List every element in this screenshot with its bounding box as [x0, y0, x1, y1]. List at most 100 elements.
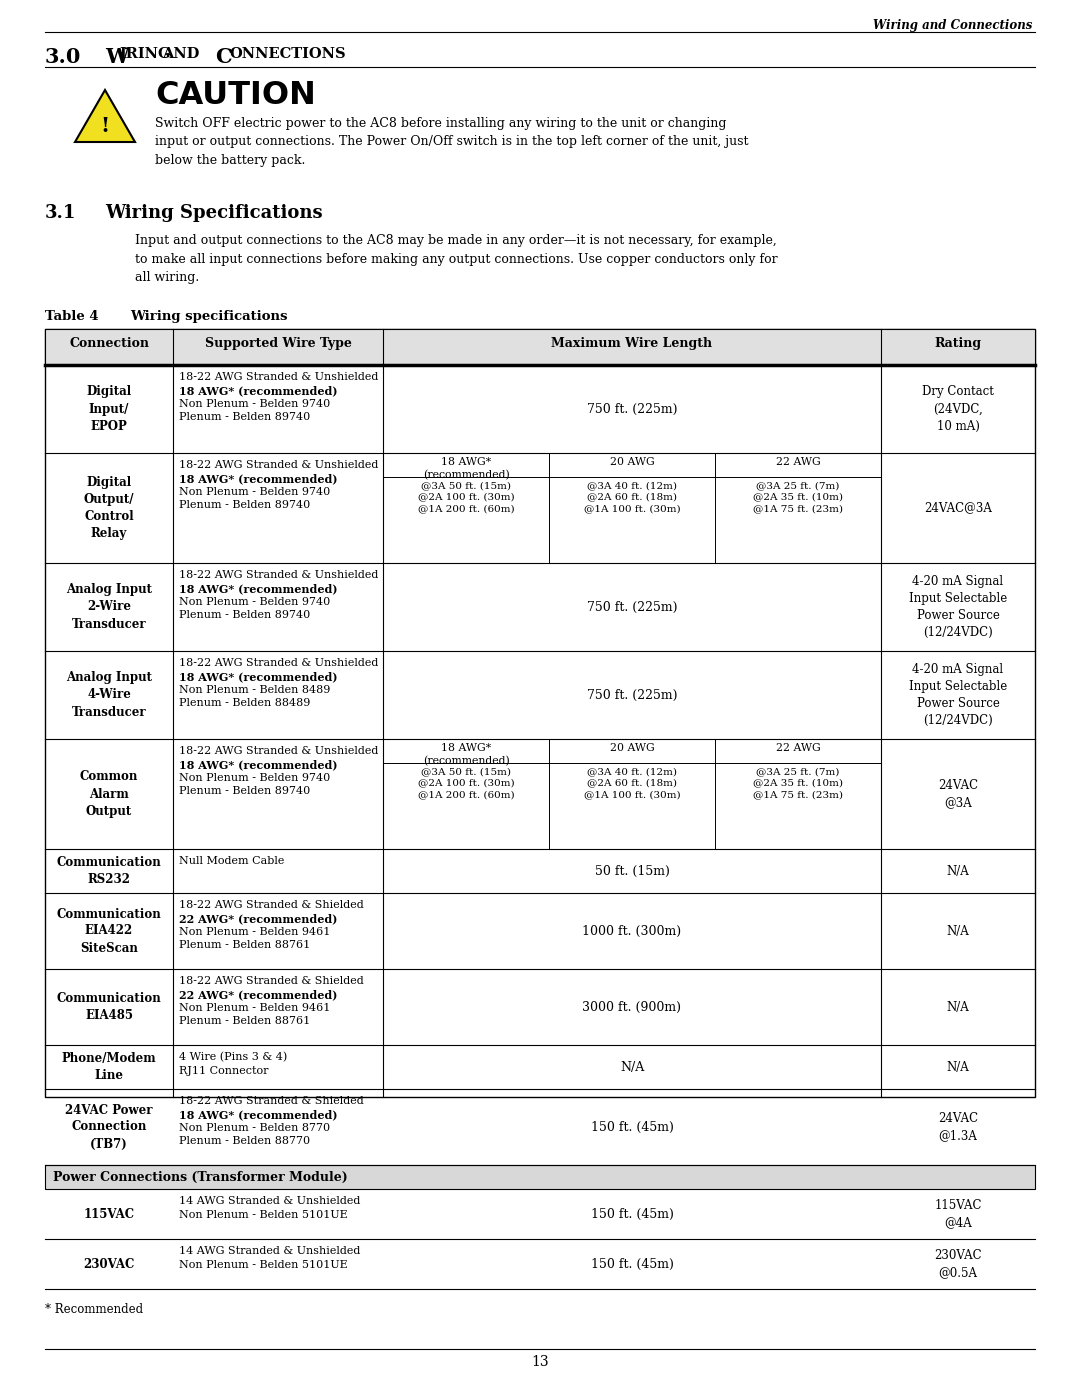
- Text: C: C: [215, 47, 231, 67]
- Text: Rating: Rating: [934, 337, 982, 351]
- Text: 24VAC
@1.3A: 24VAC @1.3A: [937, 1112, 978, 1141]
- Text: RJ11 Connector: RJ11 Connector: [179, 1066, 269, 1076]
- Text: 115VAC: 115VAC: [83, 1207, 135, 1221]
- Text: Phone/Modem
Line: Phone/Modem Line: [62, 1052, 157, 1083]
- Text: 750 ft. (225m): 750 ft. (225m): [586, 601, 677, 613]
- Text: N/A: N/A: [620, 1060, 644, 1073]
- Text: 230VAC: 230VAC: [83, 1257, 135, 1270]
- Text: 750 ft. (225m): 750 ft. (225m): [586, 402, 677, 415]
- Text: 4-20 mA Signal
Input Selectable
Power Source
(12/24VDC): 4-20 mA Signal Input Selectable Power So…: [909, 664, 1008, 726]
- Text: Digital
Input/
EPOP: Digital Input/ EPOP: [86, 386, 132, 433]
- Text: Plenum - Belden 89740: Plenum - Belden 89740: [179, 610, 310, 620]
- Text: Non Plenum - Belden 9461: Non Plenum - Belden 9461: [179, 1003, 330, 1013]
- Text: Plenum - Belden 89740: Plenum - Belden 89740: [179, 412, 310, 422]
- Text: Non Plenum - Belden 9740: Non Plenum - Belden 9740: [179, 488, 330, 497]
- Text: Wiring Specifications: Wiring Specifications: [105, 204, 323, 222]
- Text: Non Plenum - Belden 9740: Non Plenum - Belden 9740: [179, 773, 330, 782]
- Text: @3A 50 ft. (15m)
@2A 100 ft. (30m)
@1A 200 ft. (60m): @3A 50 ft. (15m) @2A 100 ft. (30m) @1A 2…: [418, 767, 514, 799]
- Text: 150 ft. (45m): 150 ft. (45m): [591, 1257, 674, 1270]
- Text: AND: AND: [162, 47, 200, 61]
- Text: @3A 50 ft. (15m)
@2A 100 ft. (30m)
@1A 200 ft. (60m): @3A 50 ft. (15m) @2A 100 ft. (30m) @1A 2…: [418, 481, 514, 513]
- Text: 18 AWG* (recommended): 18 AWG* (recommended): [179, 386, 337, 397]
- Text: Connection: Connection: [69, 337, 149, 351]
- Text: Non Plenum - Belden 5101UE: Non Plenum - Belden 5101UE: [179, 1260, 348, 1270]
- Text: Maximum Wire Length: Maximum Wire Length: [552, 337, 713, 351]
- Text: Digital
Output/
Control
Relay: Digital Output/ Control Relay: [84, 476, 134, 541]
- Text: 4-20 mA Signal
Input Selectable
Power Source
(12/24VDC): 4-20 mA Signal Input Selectable Power So…: [909, 576, 1008, 638]
- Text: 150 ft. (45m): 150 ft. (45m): [591, 1120, 674, 1133]
- Text: 18-22 AWG Stranded & Shielded: 18-22 AWG Stranded & Shielded: [179, 977, 364, 986]
- Polygon shape: [75, 89, 135, 142]
- Bar: [45, 330, 1035, 365]
- Text: Communication
EIA485: Communication EIA485: [56, 992, 161, 1023]
- Text: 24VAC Power
Connection
(TB7): 24VAC Power Connection (TB7): [65, 1104, 152, 1151]
- Text: 18 AWG*
(recommended): 18 AWG* (recommended): [422, 743, 510, 766]
- Text: Plenum - Belden 88770: Plenum - Belden 88770: [179, 1137, 310, 1147]
- Text: @3A 40 ft. (12m)
@2A 60 ft. (18m)
@1A 100 ft. (30m): @3A 40 ft. (12m) @2A 60 ft. (18m) @1A 10…: [583, 481, 680, 513]
- Text: @3A 40 ft. (12m)
@2A 60 ft. (18m)
@1A 100 ft. (30m): @3A 40 ft. (12m) @2A 60 ft. (18m) @1A 10…: [583, 767, 680, 799]
- Text: 18 AWG*
(recommended): 18 AWG* (recommended): [422, 457, 510, 479]
- Text: 18 AWG* (recommended): 18 AWG* (recommended): [179, 760, 337, 771]
- Text: Non Plenum - Belden 8489: Non Plenum - Belden 8489: [179, 685, 330, 694]
- Text: Non Plenum - Belden 9461: Non Plenum - Belden 9461: [179, 928, 330, 937]
- Text: 18-22 AWG Stranded & Unshielded: 18-22 AWG Stranded & Unshielded: [179, 746, 378, 756]
- Text: 18 AWG* (recommended): 18 AWG* (recommended): [179, 672, 337, 683]
- Text: 50 ft. (15m): 50 ft. (15m): [595, 865, 670, 877]
- Text: Non Plenum - Belden 8770: Non Plenum - Belden 8770: [179, 1123, 330, 1133]
- Text: 22 AWG* (recommended): 22 AWG* (recommended): [179, 989, 337, 1000]
- Text: 230VAC
@0.5A: 230VAC @0.5A: [934, 1249, 982, 1280]
- Text: Communication
EIA422
SiteScan: Communication EIA422 SiteScan: [56, 908, 161, 954]
- Text: @3A 25 ft. (7m)
@2A 35 ft. (10m)
@1A 75 ft. (23m): @3A 25 ft. (7m) @2A 35 ft. (10m) @1A 75 …: [753, 767, 843, 799]
- Text: 3.1: 3.1: [45, 204, 77, 222]
- Bar: [45, 1165, 1035, 1189]
- Text: Non Plenum - Belden 5101UE: Non Plenum - Belden 5101UE: [179, 1210, 348, 1220]
- Text: 150 ft. (45m): 150 ft. (45m): [591, 1207, 674, 1221]
- Text: Wiring specifications: Wiring specifications: [130, 310, 287, 323]
- Text: 3.0: 3.0: [45, 47, 81, 67]
- Text: W: W: [105, 47, 129, 67]
- Text: 18-22 AWG Stranded & Shielded: 18-22 AWG Stranded & Shielded: [179, 900, 364, 909]
- Text: 24VAC
@3A: 24VAC @3A: [937, 780, 978, 809]
- Text: 115VAC
@4A: 115VAC @4A: [934, 1199, 982, 1229]
- Text: Common
Alarm
Output: Common Alarm Output: [80, 771, 138, 817]
- Text: Plenum - Belden 88489: Plenum - Belden 88489: [179, 698, 310, 708]
- Text: Null Modem Cable: Null Modem Cable: [179, 856, 284, 866]
- Text: Supported Wire Type: Supported Wire Type: [204, 337, 351, 351]
- Text: Plenum - Belden 89740: Plenum - Belden 89740: [179, 787, 310, 796]
- Text: Plenum - Belden 89740: Plenum - Belden 89740: [179, 500, 310, 510]
- Text: 13: 13: [531, 1355, 549, 1369]
- Text: * Recommended: * Recommended: [45, 1303, 144, 1316]
- Text: N/A: N/A: [947, 1060, 970, 1073]
- Text: 18-22 AWG Stranded & Unshielded: 18-22 AWG Stranded & Unshielded: [179, 460, 378, 469]
- Text: 18-22 AWG Stranded & Unshielded: 18-22 AWG Stranded & Unshielded: [179, 570, 378, 580]
- Text: 22 AWG: 22 AWG: [775, 457, 821, 467]
- Bar: [45, 330, 1035, 1097]
- Text: Dry Contact
(24VDC,
10 mA): Dry Contact (24VDC, 10 mA): [922, 386, 994, 433]
- Text: Switch OFF electric power to the AC8 before installing any wiring to the unit or: Switch OFF electric power to the AC8 bef…: [156, 117, 748, 168]
- Text: IRING: IRING: [119, 47, 171, 61]
- Text: Plenum - Belden 88761: Plenum - Belden 88761: [179, 940, 310, 950]
- Text: 18-22 AWG Stranded & Unshielded: 18-22 AWG Stranded & Unshielded: [179, 658, 378, 668]
- Text: Non Plenum - Belden 9740: Non Plenum - Belden 9740: [179, 597, 330, 608]
- Text: 750 ft. (225m): 750 ft. (225m): [586, 689, 677, 701]
- Text: 20 AWG: 20 AWG: [609, 743, 654, 753]
- Text: 20 AWG: 20 AWG: [609, 457, 654, 467]
- Text: Input and output connections to the AC8 may be made in any order—it is not neces: Input and output connections to the AC8 …: [135, 235, 778, 284]
- Text: 18 AWG* (recommended): 18 AWG* (recommended): [179, 1109, 337, 1120]
- Text: !: !: [100, 116, 109, 136]
- Text: Plenum - Belden 88761: Plenum - Belden 88761: [179, 1017, 310, 1027]
- Text: Power Connections (Transformer Module): Power Connections (Transformer Module): [53, 1171, 348, 1183]
- Text: Analog Input
4-Wire
Transducer: Analog Input 4-Wire Transducer: [66, 672, 152, 718]
- Text: 18-22 AWG Stranded & Unshielded: 18-22 AWG Stranded & Unshielded: [179, 372, 378, 381]
- Text: N/A: N/A: [947, 925, 970, 937]
- Text: Analog Input
2-Wire
Transducer: Analog Input 2-Wire Transducer: [66, 584, 152, 630]
- Text: @3A 25 ft. (7m)
@2A 35 ft. (10m)
@1A 75 ft. (23m): @3A 25 ft. (7m) @2A 35 ft. (10m) @1A 75 …: [753, 481, 843, 513]
- Text: 1000 ft. (300m): 1000 ft. (300m): [582, 925, 681, 937]
- Text: N/A: N/A: [947, 1000, 970, 1013]
- Text: Wiring and Connections: Wiring and Connections: [873, 20, 1032, 32]
- Text: N/A: N/A: [947, 865, 970, 877]
- Text: 14 AWG Stranded & Unshielded: 14 AWG Stranded & Unshielded: [179, 1196, 361, 1206]
- Text: CAUTION: CAUTION: [156, 80, 315, 110]
- Text: 22 AWG* (recommended): 22 AWG* (recommended): [179, 914, 337, 925]
- Text: 24VAC@3A: 24VAC@3A: [924, 502, 991, 514]
